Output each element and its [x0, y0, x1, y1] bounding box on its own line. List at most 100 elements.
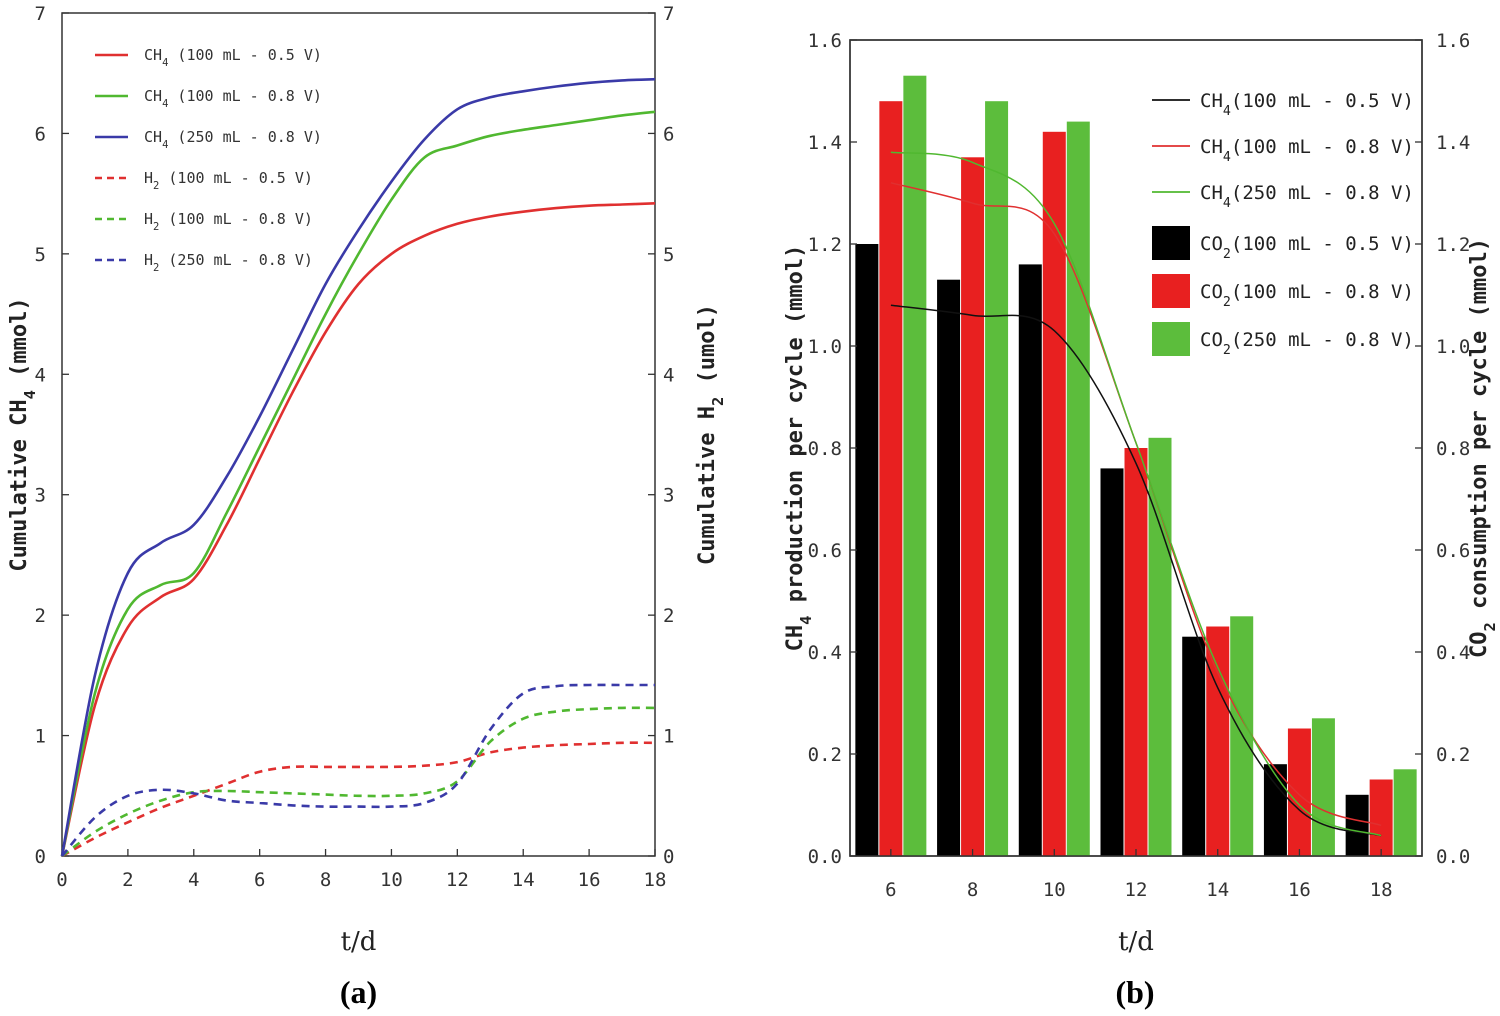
- bar: [1206, 626, 1230, 856]
- x-tick-label: 18: [1370, 879, 1393, 901]
- y-axis-label-left: CH4 production per cycle (mmol): [783, 245, 815, 652]
- legend-swatch: [1152, 226, 1190, 260]
- y-tick-label-left: 0.8: [808, 438, 842, 460]
- y-tick-label-right: 0.2: [1436, 744, 1470, 766]
- x-tick-label: 0: [56, 869, 67, 891]
- y-tick-label-left: 2: [35, 605, 46, 627]
- bar: [879, 101, 903, 856]
- bar: [1148, 437, 1172, 856]
- y-tick-label-left: 3: [35, 485, 46, 507]
- x-tick-label: 6: [254, 869, 265, 891]
- bar: [961, 157, 985, 857]
- y-tick-label-right: 0.8: [1436, 438, 1470, 460]
- x-tick-label: 10: [1043, 879, 1066, 901]
- legend-label: CH4 (100 mL - 0.5 V): [144, 46, 322, 69]
- x-tick-label: 2: [122, 869, 133, 891]
- series-line: [60, 202, 656, 857]
- x-tick-label: 14: [512, 869, 535, 891]
- y-axis-label-right: Cumulative H2 (umol): [695, 304, 727, 565]
- bar: [1182, 636, 1206, 856]
- series-line: [61, 706, 656, 858]
- y-tick-label-left: 1.6: [808, 30, 842, 52]
- y-tick-label-right: 0: [663, 846, 674, 868]
- y-tick-label-right: 5: [663, 244, 674, 266]
- series-line: [60, 77, 656, 857]
- y-axis-label-right: CO2 consumption per cycle (mmol): [1467, 238, 1499, 658]
- y-tick-label-right: 1.2: [1436, 234, 1470, 256]
- y-axis-label-left: Cumulative CH4 (mmol): [7, 297, 39, 571]
- x-tick-label: 14: [1206, 879, 1229, 901]
- y-tick-label-left: 0.2: [808, 744, 842, 766]
- bar: [985, 101, 1009, 856]
- x-tick-label: 10: [380, 869, 403, 891]
- chart-b: 6 8 10 12 14 16 18 0.0 0.2 0.4 0.6 0.8 1.0 1.2 1.4 1.6 0…: [783, 30, 1499, 1010]
- panel-label-b: (b): [1115, 974, 1154, 1010]
- y-tick-label-left: 1.4: [808, 132, 842, 154]
- series-line: [890, 304, 1382, 837]
- y-tick-label-left: 0.4: [808, 642, 842, 664]
- bar: [1124, 448, 1148, 856]
- y-tick-label-left: 4: [35, 364, 46, 386]
- legend-label: CH4 (250 mL - 0.8 V): [144, 128, 322, 151]
- x-tick-label: 6: [885, 879, 896, 901]
- bar: [1345, 794, 1369, 856]
- x-tick-label: 8: [967, 879, 978, 901]
- bar: [937, 279, 961, 856]
- x-axis-label: t/d: [341, 927, 377, 957]
- bar: [855, 244, 879, 856]
- bar: [1066, 121, 1090, 857]
- y-tick-label-left: 5: [35, 244, 46, 266]
- legend-swatch: [1152, 274, 1190, 308]
- panel-label-a: (a): [340, 974, 377, 1010]
- legend-label: H2 (100 mL - 0.8 V): [144, 210, 313, 233]
- bar: [1393, 769, 1417, 856]
- y-tick-label-right: 4: [663, 364, 674, 386]
- y-tick-label-right: 3: [663, 485, 674, 507]
- legend-label: CH4(100 mL - 0.8 V): [1200, 136, 1414, 165]
- bar: [1369, 779, 1393, 856]
- series-line: [60, 110, 656, 857]
- x-tick-label: 8: [320, 869, 331, 891]
- chart-a: 0 2 4 6 8 10 12 14 16 180123456701234567Cumulativ…: [7, 3, 727, 1010]
- y-tick-label-right: 0.0: [1436, 846, 1470, 868]
- legend-swatch: [1152, 322, 1190, 356]
- bar: [1311, 718, 1335, 856]
- legend-label: H2 (100 mL - 0.5 V): [144, 169, 313, 192]
- bar: [1100, 468, 1124, 856]
- y-tick-label-right: 1: [663, 726, 674, 748]
- bar: [1263, 764, 1287, 856]
- y-tick-label-left: 0.6: [808, 540, 842, 562]
- y-tick-label-left: 7: [35, 3, 46, 25]
- y-tick-label-right: 1.4: [1436, 132, 1470, 154]
- y-tick-label-left: 1: [35, 726, 46, 748]
- series-line: [61, 741, 656, 858]
- x-tick-label: 12: [1125, 879, 1148, 901]
- y-tick-label-right: 0.4: [1436, 642, 1470, 664]
- legend-label: CH4 (100 mL - 0.8 V): [144, 87, 322, 110]
- bar: [1018, 264, 1042, 856]
- legend-label: CH4(250 mL - 0.8 V): [1200, 182, 1414, 211]
- plot-frame-a: [61, 12, 656, 857]
- x-axis-label: t/d: [1118, 927, 1154, 957]
- x-tick-label: 16: [1288, 879, 1311, 901]
- legend-label: CO2(250 mL - 0.8 V): [1200, 329, 1414, 358]
- series-line: [890, 151, 1382, 837]
- bar: [903, 75, 927, 856]
- y-tick-label-right: 1.0: [1436, 336, 1470, 358]
- x-tick-label: 12: [446, 869, 469, 891]
- y-tick-label-right: 7: [663, 3, 674, 25]
- bar: [1287, 728, 1311, 856]
- y-tick-label-left: 0: [35, 846, 46, 868]
- y-tick-label-left: 0.0: [808, 846, 842, 868]
- legend-label: CO2(100 mL - 0.8 V): [1200, 281, 1414, 310]
- y-tick-label-right: 2: [663, 605, 674, 627]
- bar: [1042, 131, 1066, 857]
- x-tick-label: 16: [578, 869, 601, 891]
- legend-label: CO2(100 mL - 0.5 V): [1200, 233, 1414, 262]
- y-tick-label-right: 0.6: [1436, 540, 1470, 562]
- y-tick-label-left: 1.0: [808, 336, 842, 358]
- y-tick-label-left: 6: [35, 123, 46, 145]
- legend-label: CH4(100 mL - 0.5 V): [1200, 90, 1414, 119]
- bar: [1230, 616, 1254, 856]
